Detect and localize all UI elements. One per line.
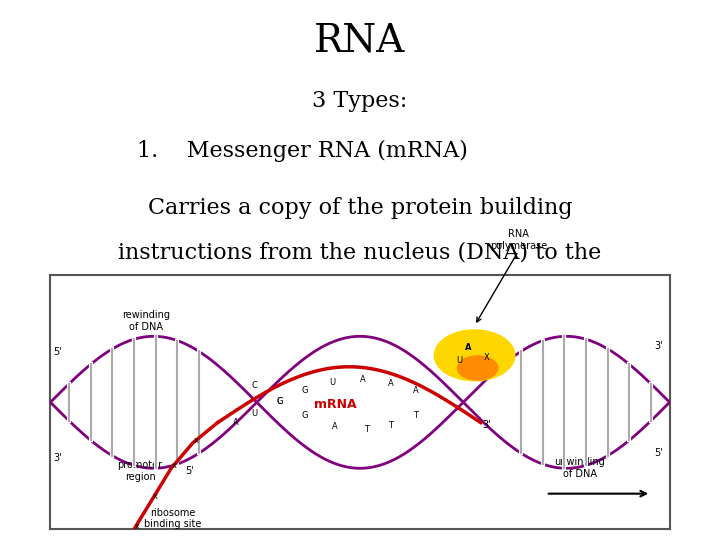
Text: X: X [484, 353, 490, 362]
Text: G: G [301, 386, 307, 395]
Text: RNA: RNA [315, 23, 405, 59]
Text: x: x [194, 436, 199, 445]
Text: RNA
polymerase: RNA polymerase [490, 230, 547, 251]
Text: C: C [276, 397, 282, 406]
Text: cytoplasm: cytoplasm [302, 286, 418, 308]
Text: promoter
region: promoter region [117, 460, 163, 482]
Ellipse shape [434, 330, 515, 381]
Text: G: G [301, 411, 307, 420]
Text: 3 Types:: 3 Types: [312, 90, 408, 112]
Text: T: T [413, 411, 418, 420]
Text: T: T [364, 426, 369, 434]
Text: 5': 5' [53, 347, 62, 356]
Text: C: C [252, 381, 258, 390]
Text: 3': 3' [654, 341, 663, 352]
Text: x: x [172, 461, 176, 470]
Text: U: U [456, 356, 462, 365]
Text: 3': 3' [482, 420, 491, 430]
Ellipse shape [457, 356, 498, 380]
Text: U: U [252, 409, 258, 418]
Text: 5': 5' [185, 466, 194, 476]
Text: mRNA: mRNA [314, 399, 356, 411]
Text: G: G [276, 397, 283, 406]
Text: U: U [329, 378, 336, 387]
Text: Carries a copy of the protein building: Carries a copy of the protein building [148, 197, 572, 219]
Text: 1.    Messenger RNA (mRNA): 1. Messenger RNA (mRNA) [137, 140, 468, 163]
Text: unwinding
of DNA: unwinding of DNA [554, 457, 606, 479]
Text: A: A [388, 379, 394, 388]
Text: 5': 5' [654, 448, 663, 458]
Text: A: A [233, 418, 239, 427]
Text: T: T [389, 421, 393, 430]
Text: x: x [153, 492, 158, 501]
Text: instructions from the nucleus (DNA) to the: instructions from the nucleus (DNA) to t… [118, 241, 602, 264]
Text: rewinding
of DNA: rewinding of DNA [122, 310, 171, 332]
Text: ribosome
binding site: ribosome binding site [144, 508, 202, 529]
Text: A: A [413, 386, 418, 395]
Text: A: A [360, 375, 366, 384]
Text: 3': 3' [53, 453, 62, 463]
Text: A: A [465, 343, 472, 352]
Text: x: x [135, 522, 140, 531]
Text: A: A [333, 422, 338, 431]
